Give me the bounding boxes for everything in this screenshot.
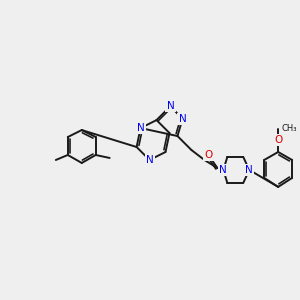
Text: N: N xyxy=(146,155,153,165)
Text: N: N xyxy=(167,101,174,111)
Text: N: N xyxy=(137,123,145,133)
Text: N: N xyxy=(178,114,186,124)
Text: N: N xyxy=(220,165,227,175)
Text: O: O xyxy=(204,150,212,160)
Text: O: O xyxy=(274,135,282,145)
Text: N: N xyxy=(245,165,253,175)
Text: CH₃: CH₃ xyxy=(281,124,297,133)
